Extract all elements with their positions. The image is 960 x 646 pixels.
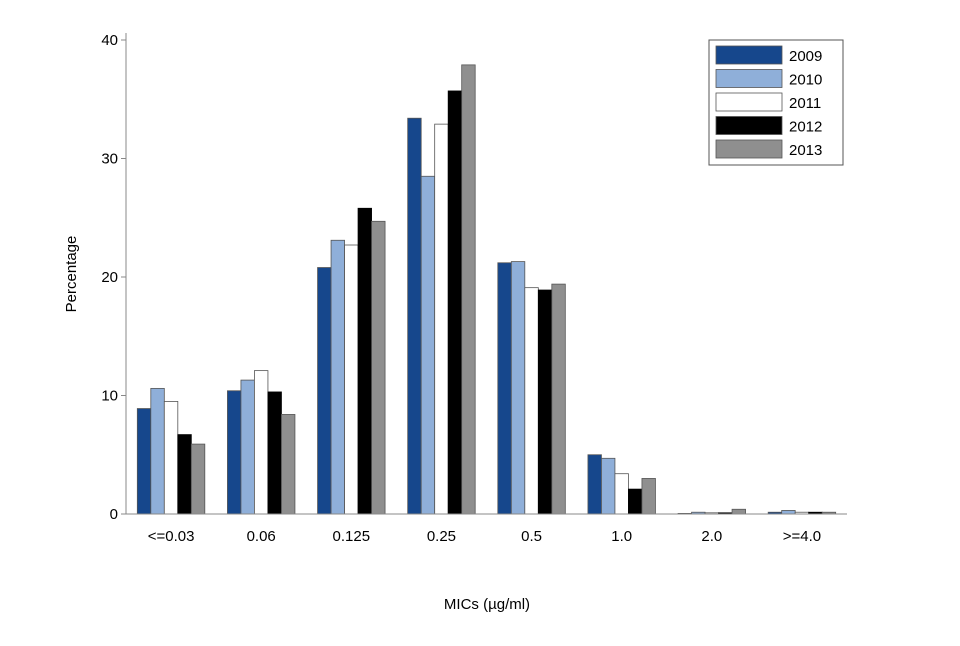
x-tick-label: 0.5 [521,528,542,545]
bar-2013-2 [371,220,386,515]
x-tick-label: 1.0 [611,528,632,545]
bar-2010-4 [510,261,526,515]
legend-swatch-2009 [715,45,783,65]
legend-label: 2013 [789,142,822,159]
bar-2012-0 [177,434,192,515]
bar-2012-3 [447,90,463,515]
y-tick-label: 0 [110,506,118,523]
bar-2011-3 [434,123,449,515]
bar-2009-1 [227,390,242,515]
legend-label: 2011 [789,95,821,112]
bar-2009-3 [407,117,422,515]
bar-2013-0 [190,443,206,515]
bar-2009-5 [587,454,602,515]
bar-2013-4 [551,283,566,515]
bar-2010-7 [781,510,796,515]
legend-swatch-2013 [715,139,783,159]
x-axis-label: MICs (µg/ml) [444,596,530,613]
bar-2010-3 [420,175,436,515]
bar-2010-1 [240,379,255,515]
legend-swatch-2010 [715,69,783,88]
x-tick-label: 0.06 [247,528,276,545]
bar-2010-2 [330,239,345,515]
legend-swatch-2012 [715,116,783,135]
x-tick-label: 0.125 [333,528,371,545]
bar-2010-5 [601,457,616,515]
y-tick-label: 30 [101,151,118,168]
bar-2011-2 [344,244,359,515]
bar-2012-4 [537,289,553,515]
y-tick-label: 10 [101,388,118,405]
bar-2009-0 [136,408,152,515]
y-axis-label: Percentage [63,236,80,313]
bar-2011-4 [524,287,539,515]
x-tick-label: >=4.0 [783,528,821,545]
legend-label: 2012 [789,119,822,136]
bar-2011-5 [614,473,629,515]
x-tick-label: 2.0 [701,528,722,545]
bar-2011-1 [254,370,269,515]
bar-2009-2 [317,267,332,515]
y-tick-label: 20 [101,269,118,286]
bar-2012-5 [628,488,643,515]
bar-2011-0 [163,401,179,515]
bar-2013-5 [641,478,656,515]
bar-2013-3 [461,64,476,515]
bar-2010-0 [150,387,165,515]
bar-2013-1 [281,414,296,515]
legend: 2009 2010 2011 2012 2013 [708,39,844,166]
x-tick-label: 0.25 [427,528,456,545]
legend-label: 2009 [789,48,822,65]
bar-2009-4 [497,262,512,515]
bar-2012-1 [267,391,282,515]
bar-2012-2 [357,207,372,515]
legend-swatch-2011 [715,92,783,112]
y-tick-label: 40 [101,32,118,49]
x-tick-label: <=0.03 [148,528,195,545]
legend-label: 2010 [789,72,822,89]
bar-2013-6 [731,508,746,515]
